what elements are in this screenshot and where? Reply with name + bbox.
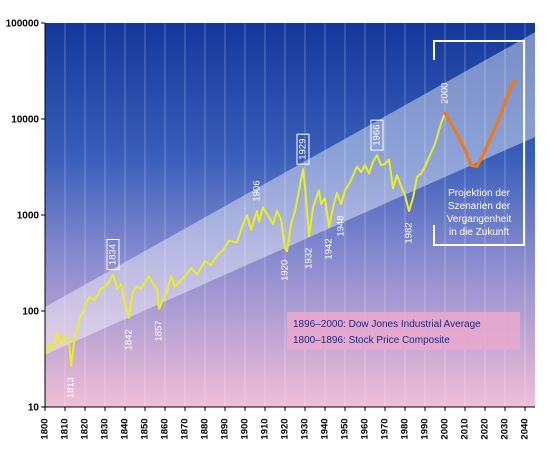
year-label-group: 1966: [370, 119, 384, 151]
x-tick-label: 1990: [420, 418, 431, 439]
x-tick-label: 1890: [220, 418, 231, 439]
projection-label-line-4: in die Zukunft: [449, 227, 509, 238]
x-tick-label: 1850: [140, 418, 151, 439]
x-tick-label: 1870: [180, 418, 191, 439]
year-label-text: 1834: [108, 244, 119, 265]
y-tick-label: 100000: [6, 19, 40, 30]
y-tick-label: 1000: [17, 211, 40, 222]
year-label-group: 1834: [106, 238, 120, 270]
x-tick-label: 1970: [380, 418, 391, 439]
x-tick-label: 1820: [80, 418, 91, 439]
x-tick-label: 1810: [60, 418, 71, 439]
projection-box: [433, 40, 525, 246]
legend-line-composite: 1800–1896: Stock Price Composite: [293, 335, 450, 346]
x-tick-label: 2030: [500, 418, 511, 439]
trend-channel-band: [45, 32, 535, 355]
y-tick-label: 10000: [11, 115, 39, 126]
year-label-group: 1813: [66, 377, 77, 398]
y-tick-label: 100: [22, 307, 39, 318]
year-label-text: 1920: [280, 260, 291, 281]
year-label-text: 1906: [252, 180, 263, 201]
y-tick-label: 10: [28, 403, 40, 414]
x-tick-label: 1880: [200, 418, 211, 439]
year-label-text: 2000: [440, 83, 451, 104]
x-tick-label: 1960: [360, 418, 371, 439]
year-label-text: 1982: [404, 222, 415, 243]
x-tick-label: 1910: [260, 418, 271, 439]
year-label-group: 1982: [404, 222, 415, 243]
year-label-box: [370, 119, 384, 151]
trend-channel: [45, 32, 535, 355]
x-tick-label: 2020: [480, 418, 491, 439]
year-label-group: 1906: [252, 180, 263, 201]
x-tick-label: 1950: [340, 418, 351, 439]
projection-frame: [433, 40, 525, 246]
year-label-box: [106, 238, 120, 270]
legend-line-dji: 1896–2000: Dow Jones Industrial Average: [293, 319, 481, 330]
projection-label-line-2: Szenarien der: [448, 201, 511, 212]
x-tick-label: 2000: [440, 418, 451, 439]
projection-label: Projektion der Szenarien der Vergangenhe…: [447, 188, 512, 238]
year-label-text: 1842: [124, 329, 135, 350]
year-label-text: 1932: [304, 248, 315, 269]
legend-box: [287, 312, 520, 350]
year-label-text: 1929: [298, 139, 309, 160]
year-label-text: 1966: [372, 125, 383, 146]
year-label-group: 1857: [154, 320, 165, 341]
x-tick-label: 1940: [320, 418, 331, 439]
year-label-group: 1920: [280, 260, 291, 281]
year-label-text: 1857: [154, 320, 165, 341]
year-label-group: 1932: [304, 248, 315, 269]
legend: 1896–2000: Dow Jones Industrial Average …: [287, 312, 520, 350]
x-tick-label: 1930: [300, 418, 311, 439]
year-label-group: 1948: [336, 215, 347, 236]
year-label-text: 1948: [336, 215, 347, 236]
year-label-group: 1929: [296, 133, 310, 165]
projection-label-line-1: Projektion der: [448, 188, 510, 199]
series-line-projection: [443, 79, 517, 169]
year-labels: 1813 1834 1842 1857 1906 1920 1929 1932 19421948…: [66, 83, 451, 399]
x-tick-label: 1900: [240, 418, 251, 439]
year-label-group: 1842: [124, 329, 135, 350]
series-line-historical: [44, 112, 446, 367]
year-label-group: 1942: [324, 238, 335, 259]
x-tick-label: 1980: [400, 418, 411, 439]
x-tick-label: 1800: [40, 418, 51, 439]
x-tick-label: 2040: [520, 418, 531, 439]
x-tick-label: 1830: [100, 418, 111, 439]
series-layer: [44, 79, 517, 367]
year-label-group: 2000: [440, 83, 451, 104]
x-tick-label: 1840: [120, 418, 131, 439]
x-tick-label: 1860: [160, 418, 171, 439]
axes: 10 100 1000 10000 100000 1800 1810 1820 1830 1840…: [6, 19, 535, 440]
year-label-text: 1813: [66, 377, 77, 398]
x-tick-label: 1920: [280, 418, 291, 439]
projection-label-line-3: Vergangenheit: [447, 214, 512, 225]
year-label-text: 1942: [324, 238, 335, 259]
year-label-box: [296, 133, 310, 165]
x-tick-label: 2010: [460, 418, 471, 439]
